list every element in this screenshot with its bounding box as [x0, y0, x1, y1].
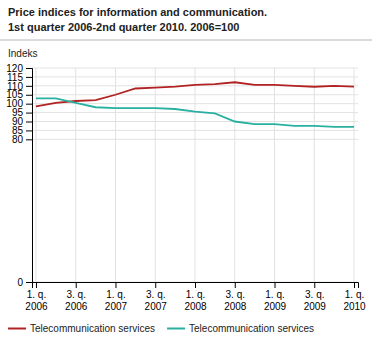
- x-tick-mark: [36, 282, 37, 288]
- grid-line-x: [274, 68, 275, 282]
- x-tick-label: 3. q.2009: [304, 289, 327, 312]
- y-tick-mark: [26, 130, 32, 131]
- y-tick-mark: [26, 113, 32, 114]
- x-tick: 1. q.2010: [343, 282, 366, 312]
- x-tick-mark: [235, 282, 236, 288]
- x-tick: 1. q.2006: [25, 282, 48, 312]
- legend-label: Telecommunication services: [30, 323, 155, 334]
- x-tick-label-line: 2010: [343, 301, 366, 312]
- y-tick-mark: [26, 104, 32, 105]
- y-axis: 080859095100105110115120: [6, 63, 32, 288]
- lines: [36, 82, 354, 127]
- x-tick-label-line: 3. q.: [146, 289, 165, 300]
- x-tick-label: 1. q.2009: [264, 289, 287, 312]
- y-axis-label: Indeks: [8, 48, 37, 59]
- x-tick-label: 3. q.2006: [65, 289, 88, 312]
- x-tick-label: 1. q.2010: [343, 289, 366, 312]
- plot: 0808590951001051101151201. q.20063. q.20…: [6, 63, 366, 312]
- legend-item: Telecommunication services: [167, 323, 314, 334]
- x-tick-mark: [76, 282, 77, 288]
- x-tick: 3. q.2009: [304, 282, 327, 312]
- chart: Price indices for information and commun…: [0, 0, 372, 344]
- y-tick-mark: [26, 122, 32, 123]
- x-tick-label-line: 2009: [304, 301, 327, 312]
- x-tick-label-line: 1. q.: [106, 289, 125, 300]
- x-tick: 1. q.2009: [264, 282, 287, 312]
- legend: Telecommunication services Telecommunicat…: [8, 323, 314, 334]
- x-tick: 3. q.2006: [65, 282, 88, 312]
- x-tick-mark: [115, 282, 116, 288]
- y-tick-mark: [26, 68, 32, 69]
- x-tick-label-line: 1. q.: [186, 289, 205, 300]
- grid-line-x: [354, 68, 355, 282]
- series-line: [36, 98, 354, 127]
- x-tick-mark: [155, 282, 156, 288]
- x-tick-label-line: 2009: [264, 301, 287, 312]
- x-tick: 3. q.2007: [145, 282, 168, 312]
- y-tick: 0: [17, 277, 32, 288]
- title: Price indices for information and commun…: [8, 6, 267, 18]
- x-tick-label: 1. q.2008: [184, 289, 207, 312]
- y-tick-label: 120: [6, 63, 23, 74]
- x-tick-label: 3. q.2008: [224, 289, 247, 312]
- x-tick-label-line: 3. q.: [66, 289, 85, 300]
- x-tick-label-line: 2007: [145, 301, 168, 312]
- legend-swatch: [8, 328, 26, 330]
- separator: [0, 40, 372, 41]
- x-tick-label-line: 2006: [25, 301, 48, 312]
- subtitle: 1st quarter 2006-2nd quarter 2010. 2006=…: [8, 21, 239, 33]
- grid: [32, 68, 358, 282]
- y-tick-label: 0: [17, 277, 23, 288]
- legend-label: Telecommunication services: [189, 323, 314, 334]
- x-tick-label-line: 3. q.: [305, 289, 324, 300]
- y-tick-mark: [26, 282, 32, 283]
- x-tick-label-line: 1. q.: [345, 289, 364, 300]
- grid-line-x: [314, 68, 315, 282]
- grid-line-x: [155, 68, 156, 282]
- x-axis: 1. q.20063. q.20061. q.20073. q.20071. q…: [25, 282, 366, 312]
- y-axis-line: [26, 69, 33, 283]
- x-tick-label-line: 2006: [65, 301, 88, 312]
- x-tick: 1. q.2008: [184, 282, 207, 312]
- x-tick-mark: [314, 282, 315, 288]
- y-tick-mark: [26, 77, 32, 78]
- x-tick-label-line: 2008: [184, 301, 207, 312]
- x-tick-label: 1. q.2006: [25, 289, 48, 312]
- x-tick-label-line: 1. q.: [265, 289, 284, 300]
- y-tick: 120: [6, 63, 32, 74]
- grid-line-x: [115, 68, 116, 282]
- grid-line-x: [195, 68, 196, 282]
- y-tick-mark: [26, 139, 32, 140]
- grid-line-x: [234, 68, 235, 282]
- grid-line-x: [35, 68, 36, 282]
- x-tick-label: 3. q.2007: [145, 289, 168, 312]
- x-tick-label-line: 1. q.: [27, 289, 46, 300]
- x-tick-label: 1. q.2007: [105, 289, 128, 312]
- series-line: [36, 82, 354, 106]
- x-tick-label-line: 3. q.: [226, 289, 245, 300]
- x-tick: 3. q.2008: [224, 282, 247, 312]
- x-tick-mark: [354, 282, 355, 288]
- x-tick-label-line: 2008: [224, 301, 247, 312]
- y-tick-mark: [26, 86, 32, 87]
- x-tick-label-line: 2007: [105, 301, 128, 312]
- legend-swatch: [167, 328, 185, 330]
- x-tick-mark: [195, 282, 196, 288]
- legend-item: Telecommunication services: [8, 323, 155, 334]
- x-axis-line: [33, 283, 359, 289]
- y-tick-mark: [26, 95, 32, 96]
- x-tick-mark: [275, 282, 276, 288]
- x-tick: 1. q.2007: [105, 282, 128, 312]
